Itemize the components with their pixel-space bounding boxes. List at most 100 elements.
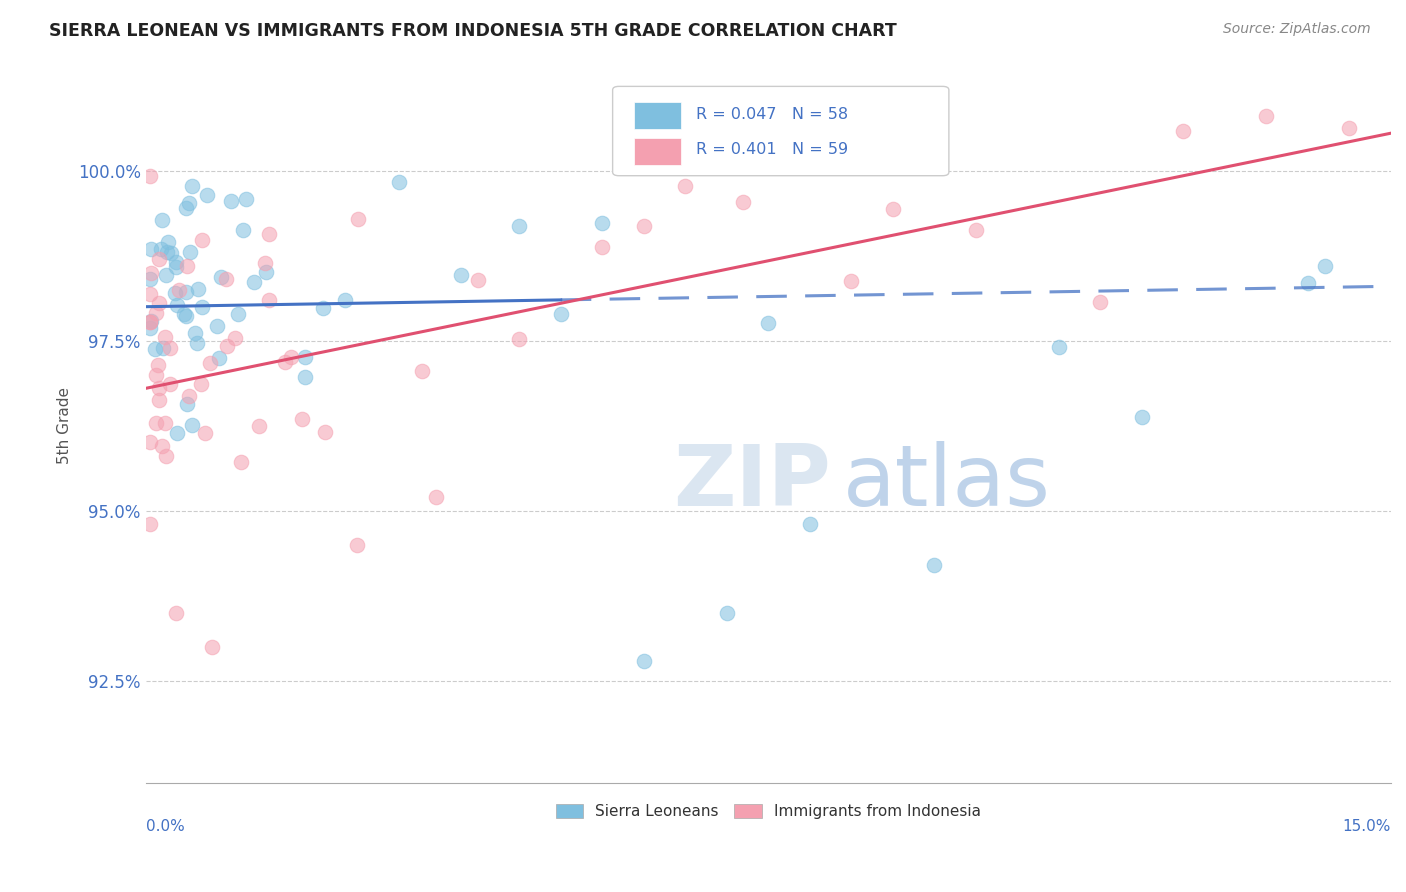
Point xyxy=(190,377,212,392)
Point xyxy=(146,358,169,372)
Point xyxy=(253,255,276,269)
Point xyxy=(280,350,302,364)
Text: R = 0.047   N = 58: R = 0.047 N = 58 xyxy=(696,107,848,121)
Point xyxy=(180,178,202,193)
FancyBboxPatch shape xyxy=(613,87,949,176)
Point xyxy=(209,270,232,285)
Point xyxy=(139,321,162,335)
Point xyxy=(450,268,472,283)
Point xyxy=(232,222,254,236)
Point xyxy=(312,301,335,315)
Point xyxy=(191,233,214,247)
Point xyxy=(633,219,655,233)
Point xyxy=(179,389,201,403)
Point xyxy=(291,412,314,426)
Point xyxy=(219,194,242,208)
Point xyxy=(756,316,779,330)
Point xyxy=(1047,339,1070,353)
Point xyxy=(163,285,186,300)
Text: SIERRA LEONEAN VS IMMIGRANTS FROM INDONESIA 5TH GRADE CORRELATION CHART: SIERRA LEONEAN VS IMMIGRANTS FROM INDONE… xyxy=(49,22,897,40)
Point xyxy=(139,315,162,329)
Point xyxy=(145,306,167,320)
Point xyxy=(157,235,180,250)
Point xyxy=(1339,120,1361,135)
Point xyxy=(149,243,172,257)
Point xyxy=(467,273,489,287)
Point xyxy=(294,350,316,364)
Point xyxy=(186,336,208,351)
Point xyxy=(208,351,231,366)
Point xyxy=(139,266,162,280)
Point xyxy=(633,654,655,668)
Point xyxy=(257,293,280,307)
Point xyxy=(165,254,187,268)
Point xyxy=(508,332,530,346)
Point xyxy=(924,558,946,573)
Point xyxy=(143,342,166,356)
Point xyxy=(165,606,187,620)
Point xyxy=(145,368,167,383)
Point xyxy=(148,252,170,266)
Point xyxy=(411,364,433,378)
Point xyxy=(150,212,173,227)
Point xyxy=(1173,123,1195,137)
Point xyxy=(508,219,530,233)
Point xyxy=(139,286,162,301)
Point xyxy=(152,341,174,355)
Point xyxy=(198,356,221,370)
Point xyxy=(150,439,173,453)
Point xyxy=(180,417,202,432)
Point xyxy=(1130,409,1153,424)
Point xyxy=(148,296,170,310)
Point xyxy=(591,216,613,230)
Point xyxy=(184,326,207,340)
Point xyxy=(173,307,195,321)
Point xyxy=(139,314,162,328)
Point xyxy=(215,272,238,286)
Text: R = 0.401   N = 59: R = 0.401 N = 59 xyxy=(696,143,848,158)
Point xyxy=(591,240,613,254)
Point xyxy=(550,307,572,321)
Point xyxy=(176,397,198,411)
Point xyxy=(388,175,411,189)
Point xyxy=(187,282,209,296)
Point xyxy=(156,244,179,259)
Point xyxy=(346,538,368,552)
Point xyxy=(167,284,190,298)
Point xyxy=(139,242,162,256)
Point xyxy=(166,425,188,440)
Text: ZIP: ZIP xyxy=(673,442,831,524)
Point xyxy=(145,416,167,430)
Legend: Sierra Leoneans, Immigrants from Indonesia: Sierra Leoneans, Immigrants from Indones… xyxy=(550,798,987,825)
Point xyxy=(314,425,336,439)
Point xyxy=(155,268,177,282)
Point xyxy=(229,454,252,468)
Point xyxy=(274,354,297,368)
Point xyxy=(139,517,162,532)
Text: 15.0%: 15.0% xyxy=(1343,819,1391,834)
Point xyxy=(195,188,218,202)
Point xyxy=(716,606,738,620)
Point xyxy=(217,339,239,353)
Point xyxy=(347,211,370,226)
Point xyxy=(177,195,200,210)
Y-axis label: 5th Grade: 5th Grade xyxy=(58,387,72,465)
Point xyxy=(148,381,170,395)
Point xyxy=(235,192,257,206)
Point xyxy=(139,271,162,285)
Point xyxy=(799,517,821,532)
Point xyxy=(194,425,217,440)
Bar xyxy=(634,138,681,165)
Point xyxy=(205,319,228,334)
Text: 0.0%: 0.0% xyxy=(146,819,184,834)
Point xyxy=(174,285,197,299)
Point xyxy=(224,331,246,345)
Text: atlas: atlas xyxy=(844,442,1052,524)
Point xyxy=(1296,276,1319,290)
Point xyxy=(333,293,356,308)
Point xyxy=(1313,259,1336,273)
Point xyxy=(249,418,271,433)
Point xyxy=(226,307,249,321)
Text: Source: ZipAtlas.com: Source: ZipAtlas.com xyxy=(1223,22,1371,37)
Point xyxy=(882,202,904,216)
